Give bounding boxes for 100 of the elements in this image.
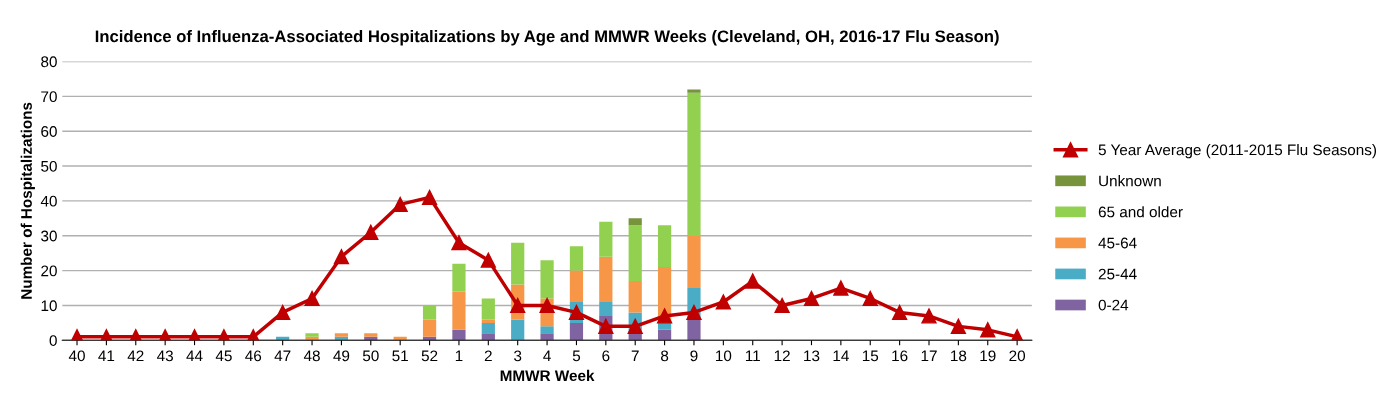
point bbox=[715, 294, 731, 310]
x-tick-label: 6 bbox=[602, 350, 610, 362]
bar bbox=[687, 89, 701, 93]
x-tick-label: 3 bbox=[514, 350, 522, 362]
point bbox=[421, 189, 438, 206]
bar bbox=[687, 319, 701, 341]
x-tick-label: 9 bbox=[690, 350, 698, 362]
bar bbox=[540, 260, 554, 299]
x-tick-label: 43 bbox=[157, 350, 173, 362]
point bbox=[803, 290, 820, 307]
point bbox=[510, 297, 526, 314]
x-tick-label: 14 bbox=[833, 350, 849, 362]
point bbox=[451, 235, 467, 251]
y-tick-label: 0 bbox=[49, 335, 57, 346]
x-tick-label: 45 bbox=[215, 350, 232, 362]
point bbox=[363, 224, 379, 240]
bar bbox=[422, 305, 437, 320]
bar bbox=[657, 329, 672, 341]
x-tick-label: 5 bbox=[572, 350, 581, 362]
x-tick-label: 10 bbox=[716, 350, 732, 362]
bar bbox=[687, 92, 701, 236]
legend-label: 45-64 bbox=[1098, 237, 1137, 249]
bar bbox=[628, 218, 642, 226]
x-tick-label: 41 bbox=[98, 350, 115, 362]
point bbox=[833, 280, 849, 296]
point bbox=[480, 252, 496, 268]
point bbox=[686, 304, 702, 321]
point bbox=[891, 304, 908, 321]
x-tick-label: 20 bbox=[1009, 350, 1026, 362]
x-tick-label: 1 bbox=[455, 350, 463, 362]
bar bbox=[452, 291, 466, 330]
x-tick-label: 42 bbox=[127, 350, 144, 362]
y-tick-label: 40 bbox=[40, 195, 57, 207]
x-tick-label: 2 bbox=[484, 350, 492, 362]
x-tick-label: 51 bbox=[392, 350, 408, 362]
point bbox=[627, 318, 643, 334]
x-tick-label: 7 bbox=[631, 350, 639, 362]
x-tick-label: 13 bbox=[804, 350, 820, 362]
bar bbox=[511, 319, 525, 341]
bar bbox=[657, 225, 672, 268]
x-tick-label: 4 bbox=[543, 350, 551, 362]
point bbox=[598, 318, 614, 334]
bar bbox=[481, 333, 495, 341]
legend-label: Unknown bbox=[1099, 175, 1161, 187]
bar bbox=[569, 246, 584, 271]
bar bbox=[422, 319, 437, 337]
bar bbox=[599, 301, 613, 316]
x-tick-label: 48 bbox=[303, 350, 320, 362]
bar bbox=[305, 336, 319, 341]
bar bbox=[364, 333, 378, 337]
point bbox=[862, 290, 878, 307]
point bbox=[656, 308, 673, 324]
x-tick-label: 17 bbox=[921, 350, 937, 362]
x-tick-label: 8 bbox=[661, 350, 669, 362]
bar bbox=[569, 270, 584, 302]
legend-label: 0-24 bbox=[1098, 299, 1129, 311]
y-tick-label: 20 bbox=[41, 265, 57, 277]
bar bbox=[687, 235, 701, 289]
bar bbox=[481, 298, 495, 320]
point bbox=[774, 297, 790, 314]
bar bbox=[628, 225, 642, 282]
x-tick-label: 47 bbox=[274, 350, 291, 362]
x-tick-label: 52 bbox=[421, 350, 438, 362]
x-tick-label: 18 bbox=[951, 350, 967, 362]
bar bbox=[628, 281, 642, 313]
legend-label: 65 and older bbox=[1098, 206, 1183, 218]
x-tick-label: 46 bbox=[245, 350, 262, 362]
y-axis-title: Number of Hospitalizations bbox=[20, 102, 35, 299]
bar bbox=[334, 333, 349, 337]
bar bbox=[481, 319, 495, 323]
legend-label: 5 Year Average (2011-2015 Flu Seasons) bbox=[1098, 144, 1377, 159]
legend-label: 25-44 bbox=[1098, 268, 1137, 280]
bar bbox=[569, 322, 584, 341]
bar bbox=[481, 322, 495, 334]
x-tick-label: 15 bbox=[862, 350, 879, 362]
bar bbox=[599, 256, 613, 302]
point bbox=[333, 249, 350, 265]
point bbox=[304, 290, 320, 307]
x-tick-label: 40 bbox=[68, 350, 85, 362]
x-tick-label: 16 bbox=[892, 350, 908, 362]
bar bbox=[511, 242, 525, 285]
bar bbox=[540, 333, 554, 341]
x-tick-label: 19 bbox=[980, 350, 996, 362]
bar bbox=[305, 333, 319, 337]
y-tick-label: 60 bbox=[41, 126, 57, 137]
chart-title: Incidence of Influenza-Associated Hospitalizations by Age and MMWR Weeks (Cleveland, OH, 2016-17 Flu Season) bbox=[95, 29, 999, 46]
x-tick-label: 44 bbox=[186, 350, 203, 362]
y-tick-label: 70 bbox=[41, 91, 57, 103]
point bbox=[539, 297, 555, 314]
x-tick-label: 11 bbox=[745, 350, 760, 362]
x-tick-label: 50 bbox=[362, 350, 379, 362]
y-tick-label: 10 bbox=[41, 300, 57, 312]
bar bbox=[452, 329, 466, 341]
y-tick-label: 30 bbox=[41, 230, 57, 242]
y-tick-label: 50 bbox=[41, 160, 57, 172]
x-axis-title: MMWR Week bbox=[500, 369, 595, 382]
bar bbox=[452, 263, 466, 292]
point bbox=[980, 322, 996, 338]
point bbox=[275, 304, 291, 321]
y-tick-label: 80 bbox=[41, 56, 57, 68]
